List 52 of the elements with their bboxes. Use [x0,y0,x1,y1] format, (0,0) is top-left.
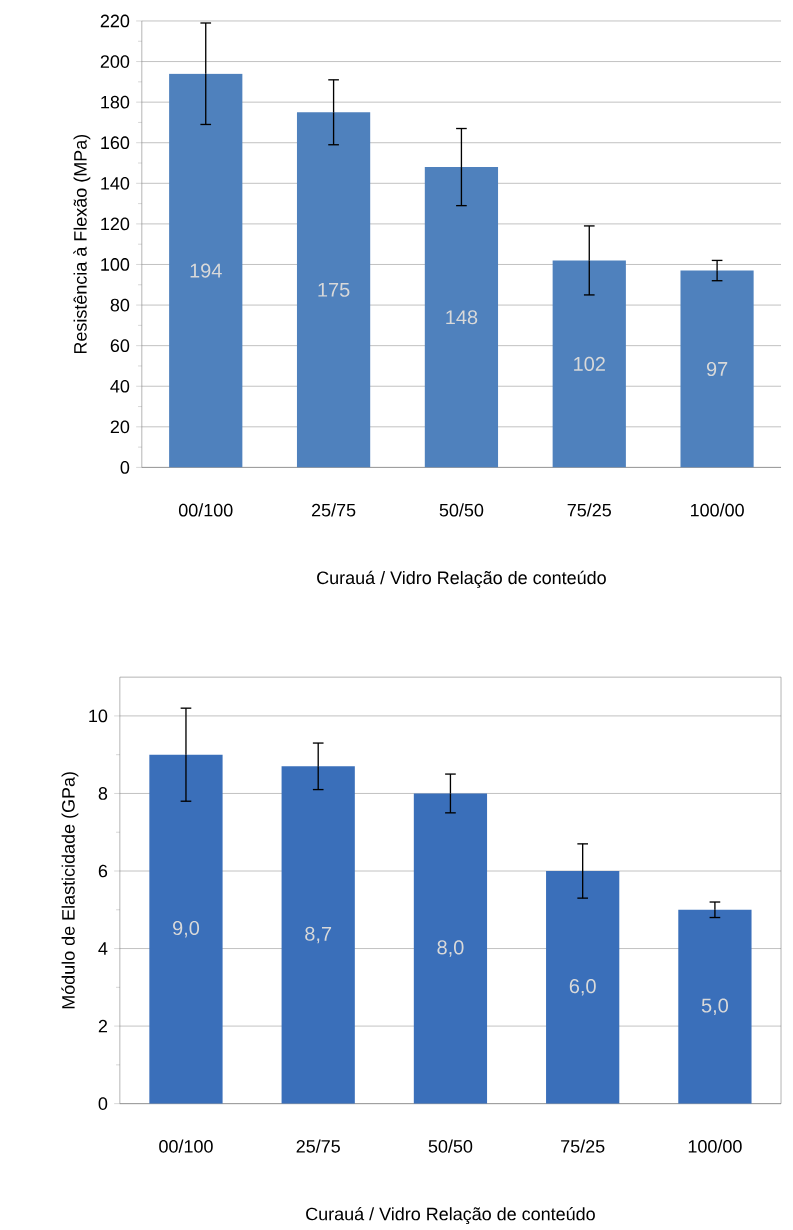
y-tick-label: 60 [110,339,130,353]
bar [169,73,243,468]
data-label: 175 [318,282,350,297]
bar [424,167,499,468]
y-tick-label: 40 [110,379,130,393]
data-label: 8,0 [437,940,464,957]
y-tick-label: 0 [98,1097,108,1110]
y-tick-label: 160 [101,136,130,150]
data-label: 194 [190,263,222,278]
y-tick-label: 0 [120,461,130,474]
x-axis-title: Curauá / Vidro Relação de conteúdo [306,1206,595,1224]
y-tick-label: 80 [110,298,130,312]
x-tick-label: 25/75 [311,503,356,517]
bar [546,871,620,1104]
bar [552,260,626,468]
y-tick-label: 20 [110,420,130,434]
bar [680,270,754,468]
y-tick-label: 6 [98,864,108,878]
y-tick-label: 140 [101,176,130,190]
y-axis-title: Módulo de Elasticidade (GPa) [61,772,79,1009]
x-tick-label: 00/100 [159,1139,213,1153]
x-tick-label: 100/00 [688,1139,742,1153]
data-label: 6,0 [569,979,596,996]
data-label: 5,0 [701,998,728,1015]
data-label: 148 [446,310,478,325]
bar [281,766,355,1104]
x-tick-label: 75/25 [561,1139,605,1153]
y-tick-label: 180 [101,95,130,109]
y-tick-label: 10 [89,709,108,723]
x-tick-label: 25/75 [296,1139,340,1153]
x-tick-label: 100/00 [690,503,744,517]
y-tick-label: 120 [101,217,130,231]
y-tick-label: 220 [100,14,130,28]
bar [296,112,371,468]
y-tick-label: 8 [98,787,108,800]
data-label: 97 [706,361,728,377]
x-tick-label: 50/50 [428,1139,473,1153]
y-tick-label: 2 [98,1019,108,1033]
x-tick-label: 50/50 [439,503,484,517]
x-axis-title: Curauá / Vidro Relação de conteúdo [317,570,606,588]
bar [413,793,488,1104]
y-tick-label: 100 [101,258,130,271]
data-label: 102 [574,356,605,371]
y-tick-label: 200 [100,55,130,68]
x-tick-label: 75/25 [567,503,612,517]
y-axis-title: Resistência à Flexão (MPa) [73,134,91,354]
bar [149,754,223,1104]
y-tick-label: 4 [98,942,108,955]
x-tick-label: 00/100 [178,503,233,517]
data-label: 9,0 [173,920,200,938]
bar [678,909,752,1104]
data-label: 8,7 [305,926,332,944]
